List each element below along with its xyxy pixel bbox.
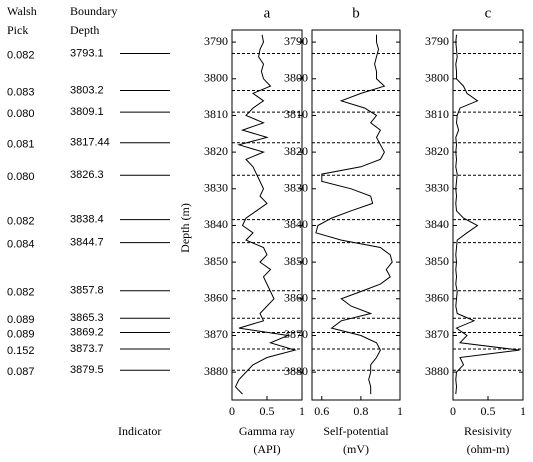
x-tick-label: 0.5 <box>260 404 275 418</box>
y-axis-label: Depth (m) <box>178 203 192 253</box>
y-tick-label: 3790 <box>284 34 308 48</box>
boundary-depth: 3857.8 <box>70 285 104 297</box>
y-tick-label: 3820 <box>284 144 308 158</box>
x-axis-label: Self-potential <box>323 424 389 438</box>
pick-value: 0.089 <box>7 328 35 340</box>
boundary-depth: 3873.7 <box>70 343 104 355</box>
y-tick-label: 3790 <box>425 34 449 48</box>
y-tick-label: 3860 <box>284 291 308 305</box>
pick-value: 0.080 <box>7 171 35 183</box>
y-tick-label: 3810 <box>204 107 228 121</box>
plot-frame <box>452 29 524 401</box>
y-tick-label: 3800 <box>204 71 228 85</box>
pick-header: Pick <box>7 23 28 37</box>
boundary-depth: 3809.1 <box>70 106 104 118</box>
y-tick-label: 3870 <box>284 327 308 341</box>
plot-frame <box>231 29 303 401</box>
x-axis-unit: (mV) <box>343 442 369 456</box>
boundary-depth: 3793.1 <box>70 47 104 59</box>
x-tick-label: 0.6 <box>314 404 329 418</box>
y-tick-label: 3790 <box>204 34 228 48</box>
pick-value: 0.087 <box>7 366 35 378</box>
x-tick-label: 0.5 <box>481 404 496 418</box>
pick-value: 0.084 <box>7 239 35 251</box>
panel-title: c <box>485 5 492 21</box>
y-tick-label: 3870 <box>425 327 449 341</box>
y-tick-label: 3840 <box>425 217 449 231</box>
pick-value: 0.083 <box>7 86 35 98</box>
x-tick-label: 1 <box>397 404 403 418</box>
y-tick-label: 3800 <box>425 71 449 85</box>
boundary-depth: 3879.5 <box>70 364 104 376</box>
depth-header: Boundary <box>70 4 117 18</box>
indicator-label: Indicator <box>118 424 161 438</box>
x-tick-label: 1 <box>299 404 305 418</box>
x-tick-label: 0 <box>229 404 235 418</box>
pick-value: 0.081 <box>7 139 35 151</box>
y-tick-label: 3830 <box>204 181 228 195</box>
y-tick-label: 3830 <box>284 181 308 195</box>
y-tick-label: 3840 <box>284 217 308 231</box>
boundary-depth: 3826.3 <box>70 169 104 181</box>
y-tick-label: 3880 <box>425 364 449 378</box>
log-curve <box>234 34 297 395</box>
y-tick-label: 3850 <box>284 254 308 268</box>
pick-value: 0.082 <box>7 287 35 299</box>
y-tick-label: 3880 <box>284 364 308 378</box>
boundary-depth: 3838.4 <box>70 213 104 225</box>
pick-value: 0.080 <box>7 108 35 120</box>
panel-title: a <box>264 5 271 21</box>
x-axis-label: Gamma ray <box>239 424 295 438</box>
y-tick-label: 3800 <box>284 71 308 85</box>
log-curve <box>455 34 520 395</box>
y-tick-label: 3840 <box>204 217 228 231</box>
boundary-depth: 3817.44 <box>70 137 110 149</box>
boundary-depth: 3844.7 <box>70 237 104 249</box>
pick-header: Walsh <box>7 4 37 18</box>
pick-value: 0.152 <box>7 345 35 357</box>
depth-header: Depth <box>70 23 99 37</box>
y-tick-label: 3820 <box>425 144 449 158</box>
y-tick-label: 3860 <box>204 291 228 305</box>
y-tick-label: 3810 <box>284 107 308 121</box>
y-tick-label: 3850 <box>204 254 228 268</box>
x-axis-unit: (API) <box>253 442 280 456</box>
y-tick-label: 3810 <box>425 107 449 121</box>
boundary-depth: 3869.2 <box>70 326 104 338</box>
plot-frame <box>311 29 401 401</box>
y-tick-label: 3820 <box>204 144 228 158</box>
y-tick-label: 3850 <box>425 254 449 268</box>
boundary-depth: 3865.3 <box>70 312 104 324</box>
x-tick-label: 0.8 <box>353 404 368 418</box>
x-tick-label: 0 <box>450 404 456 418</box>
pick-value: 0.082 <box>7 215 35 227</box>
log-curve <box>315 34 393 395</box>
x-axis-label: Resisivity <box>464 424 512 438</box>
y-tick-label: 3880 <box>204 364 228 378</box>
boundary-depth: 3803.2 <box>70 84 104 96</box>
y-tick-label: 3830 <box>425 181 449 195</box>
pick-value: 0.089 <box>7 314 35 326</box>
y-tick-label: 3870 <box>204 327 228 341</box>
panel-title: b <box>352 5 360 21</box>
y-tick-label: 3860 <box>425 291 449 305</box>
x-tick-label: 1 <box>520 404 526 418</box>
x-axis-unit: (ohm-m) <box>467 442 510 456</box>
pick-value: 0.082 <box>7 49 35 61</box>
